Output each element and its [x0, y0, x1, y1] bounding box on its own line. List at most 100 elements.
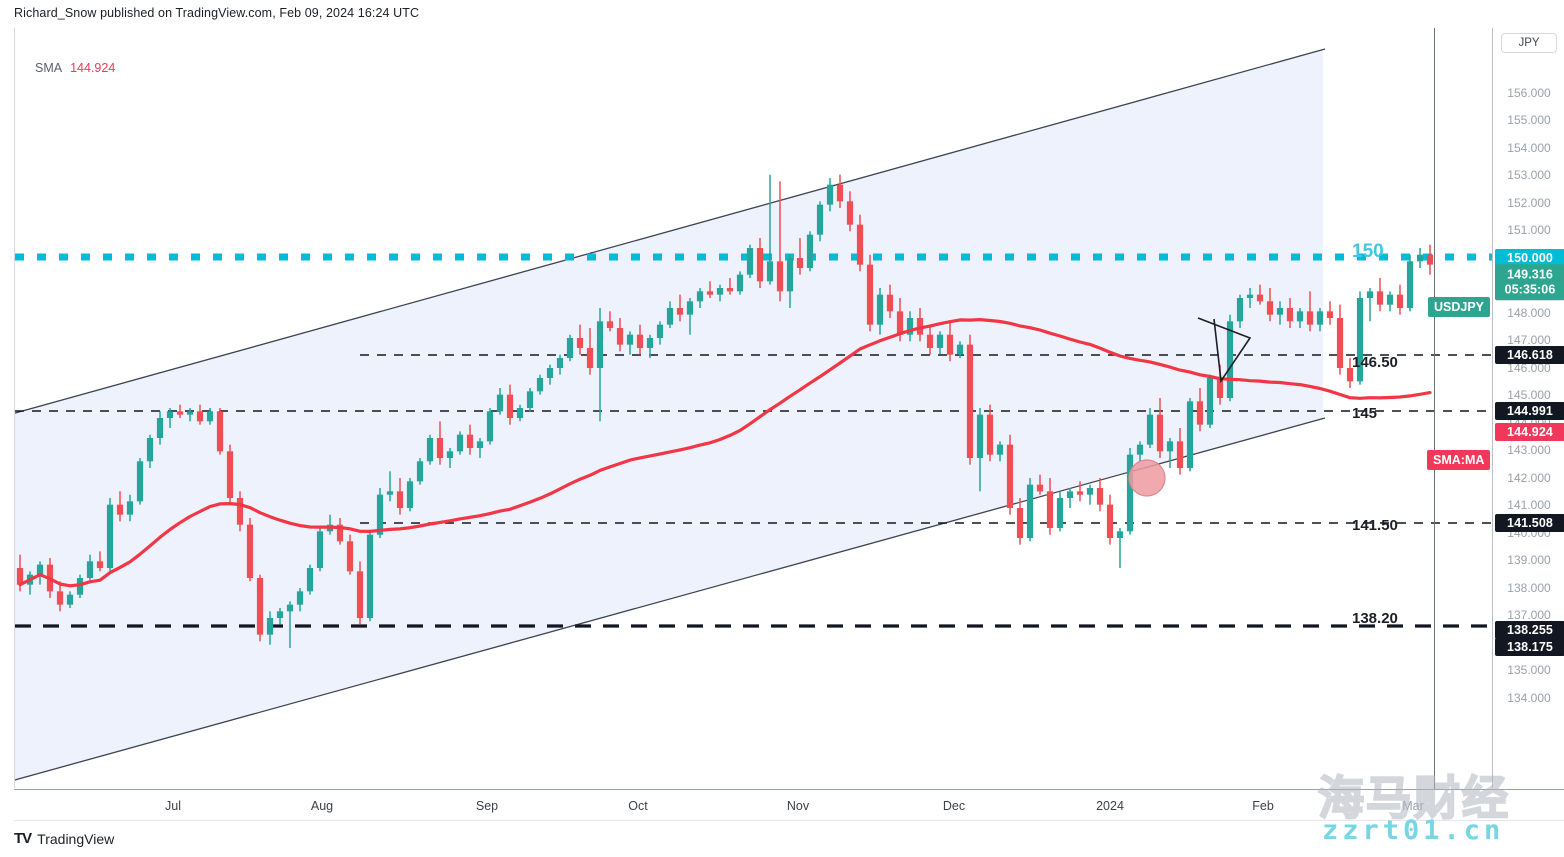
sma-legend-value: 144.924	[70, 61, 116, 75]
candle-body	[346, 541, 354, 572]
candle-body	[256, 578, 264, 635]
candle-body	[1036, 484, 1044, 492]
candle-body	[1176, 441, 1184, 468]
candle-body	[1216, 378, 1224, 398]
candle-body	[736, 274, 744, 292]
candle-body	[216, 411, 224, 452]
tradingview-brand: TV TradingView	[14, 830, 114, 847]
candle-body	[666, 308, 674, 325]
candle-body	[606, 321, 614, 328]
candle-body	[196, 411, 204, 422]
candle-body	[836, 184, 844, 202]
candle-body	[96, 561, 104, 568]
candle-body	[776, 261, 784, 292]
level-caption: 141.50	[1352, 517, 1398, 534]
candle-body	[356, 571, 364, 618]
candle-body	[1196, 401, 1204, 425]
price-tick: 134.000	[1507, 691, 1551, 705]
candle-body	[796, 258, 804, 268]
candle-body	[716, 288, 724, 295]
time-tick-label: Feb	[1252, 799, 1274, 813]
candle-body	[1146, 414, 1154, 445]
candle-body	[1366, 291, 1374, 298]
candle-body	[56, 591, 64, 605]
price-value-label: 138.175	[1495, 638, 1564, 656]
candle-body	[336, 524, 344, 542]
candle-body	[246, 524, 254, 578]
candle-body	[1056, 498, 1064, 528]
candle-body	[376, 494, 384, 535]
pennant-pattern	[1197, 317, 1252, 384]
candle-body	[526, 391, 534, 408]
candle-body	[726, 288, 734, 292]
candle-body	[936, 334, 944, 348]
price-axis[interactable]: JPY 156.000 155.000 154.000 153.000 152.000 1…	[1492, 28, 1564, 788]
candle-body	[1076, 491, 1084, 495]
time-axis[interactable]: Jul Aug Sep Oct Nov Dec 2024 Feb Mar	[14, 789, 1492, 821]
chart-frame[interactable]: SMA 144.924	[14, 28, 1493, 788]
candle-body	[1206, 378, 1214, 425]
candle-body	[316, 531, 324, 568]
candle-body	[676, 308, 684, 315]
candle-body	[826, 184, 834, 205]
price-value-label: 141.508	[1495, 514, 1564, 532]
candle-body	[646, 338, 654, 348]
candle-body	[416, 461, 424, 482]
candle-body	[946, 334, 954, 355]
axis-corner	[1492, 789, 1564, 821]
candle-body	[286, 604, 294, 612]
candle-body	[1396, 294, 1404, 308]
price-tick: 148.000	[1507, 306, 1551, 320]
candle-body	[1256, 294, 1264, 302]
candle-body	[906, 318, 914, 335]
candle-body	[1166, 441, 1174, 452]
candle-body	[1426, 254, 1434, 265]
candle-body	[446, 451, 454, 458]
candle-body	[546, 368, 554, 378]
candle-body	[1046, 491, 1054, 528]
price-value-label: 144.991	[1495, 402, 1564, 420]
candle-body	[116, 504, 124, 515]
time-tick-label: Nov	[786, 799, 810, 813]
candle-body	[976, 414, 984, 458]
candle-body	[1126, 454, 1134, 532]
candle-body	[276, 611, 284, 618]
candle-body	[1356, 298, 1364, 382]
candle-body	[456, 434, 464, 452]
indicator-legend[interactable]: SMA 144.924	[35, 61, 115, 75]
ascending-channel-fill	[15, 50, 1323, 780]
chart-plot-area[interactable]	[15, 28, 1493, 788]
candle-body	[1236, 298, 1244, 322]
candle-body	[536, 378, 544, 392]
candle-body	[856, 224, 864, 265]
price-tick: 145.000	[1507, 388, 1551, 402]
candle-body	[986, 414, 994, 455]
candle-body	[656, 324, 664, 338]
candle-body	[226, 451, 234, 498]
candle-body	[636, 334, 644, 348]
price-tick: 142.000	[1507, 471, 1551, 485]
currency-pill[interactable]: JPY	[1501, 33, 1557, 53]
candle-body	[616, 328, 624, 345]
candle-body	[86, 561, 94, 578]
price-tick: 154.000	[1507, 141, 1551, 155]
candle-body	[496, 394, 504, 412]
price-tick: 152.000	[1507, 196, 1551, 210]
candle-body	[1346, 368, 1354, 382]
candle-body	[296, 591, 304, 605]
candle-body	[1226, 321, 1234, 398]
candle-body	[926, 334, 934, 348]
price-tick: 155.000	[1507, 113, 1551, 127]
candle-body	[156, 418, 164, 438]
candle-body	[1106, 504, 1114, 538]
candle-body	[876, 294, 884, 325]
price-tick: 137.000	[1507, 608, 1551, 622]
price-tick: 141.000	[1507, 498, 1551, 512]
candle-body	[576, 338, 584, 348]
candle-body	[136, 461, 144, 502]
candle-body	[706, 291, 714, 295]
channel-lower-trendline	[15, 417, 1326, 781]
candle-body	[1406, 261, 1414, 308]
publisher-byline: Richard_Snow published on TradingView.co…	[14, 6, 420, 20]
candle-body	[66, 594, 74, 605]
